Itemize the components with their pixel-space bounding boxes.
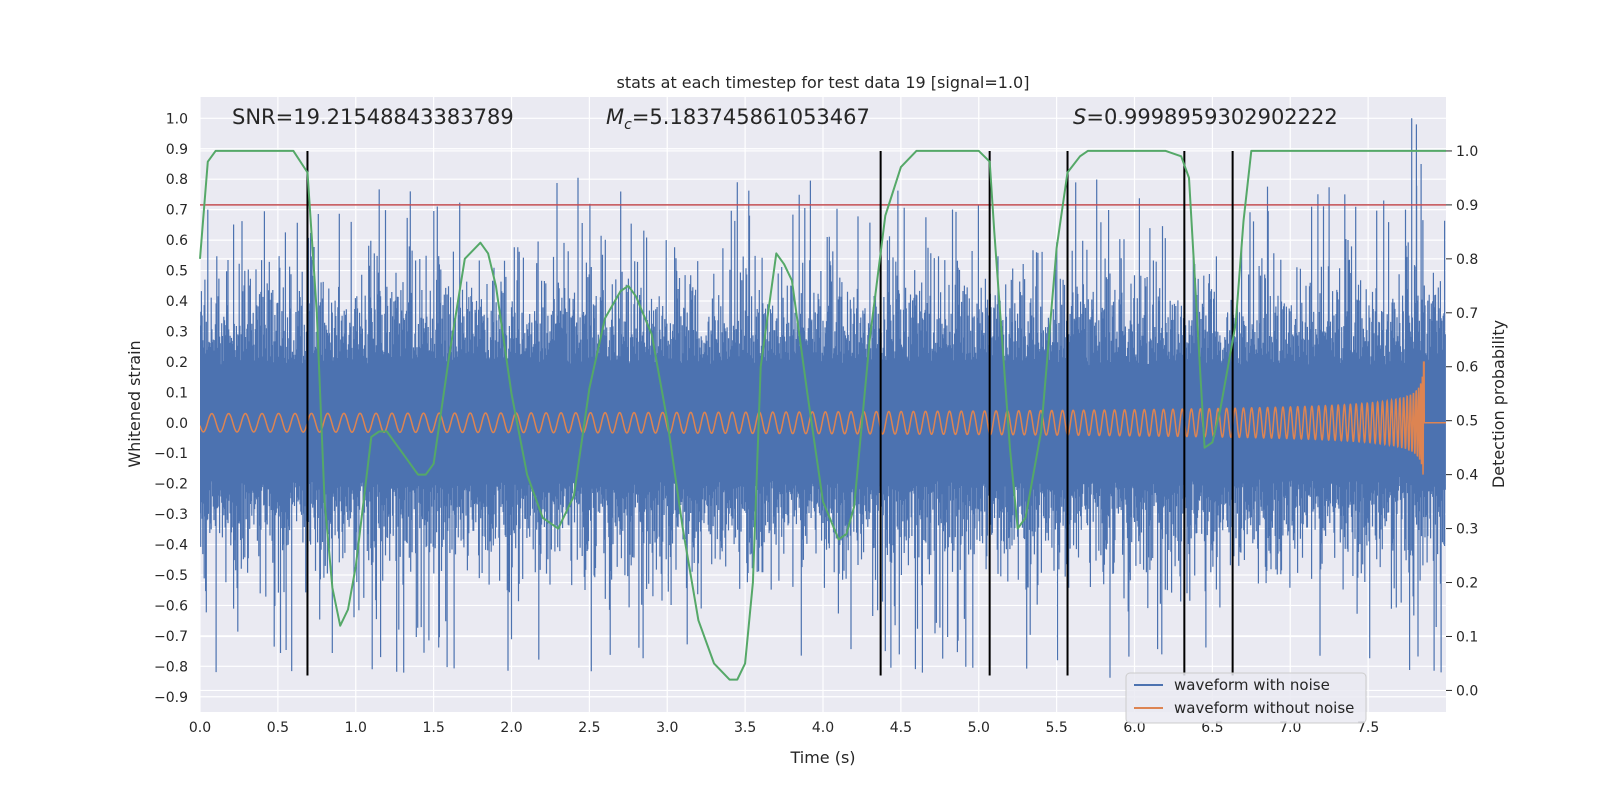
y2-tick-label: 0.9 [1456,198,1478,214]
y-tick-label: −0.3 [154,507,188,523]
y-tick-label: 0.7 [166,203,188,219]
y2-tick-label: 0.3 [1456,522,1478,538]
legend-label-clean: waveform without noise [1174,699,1354,717]
event-markers [306,150,1234,676]
legend: waveform with noise waveform without noi… [1125,672,1367,724]
chirp-mass-annotation: Mc=5.183745861053467 [606,105,870,133]
y-tick-label: 0.4 [166,294,188,310]
x-tick-label: 7.0 [1279,720,1301,736]
y-tick-label: 0.2 [166,355,188,371]
noisy-waveform-path [200,118,1446,678]
y-tick-label: −0.8 [154,659,188,675]
x-tick-label: 1.5 [422,720,444,736]
x-tick-label: 6.5 [1201,720,1223,736]
y-axis-label: Whitened strain [125,340,144,467]
clean-waveform-path [200,361,1446,475]
y-tick-label: −0.6 [154,598,188,614]
y-tick-label: 0.1 [166,385,188,401]
x-tick-label: 0.0 [189,720,211,736]
y2-axis-label: Detection probability [1489,320,1508,488]
noisy-waveform-line [200,118,1446,678]
y-tick-label: −0.5 [154,568,188,584]
y2-tick-label: 0.2 [1456,576,1478,592]
y-tick-label: −0.7 [154,629,188,645]
y-tick-label: −0.9 [154,690,188,706]
y-tick-label: 1.0 [166,111,188,127]
y2-tick-label: 0.4 [1456,468,1478,484]
clean-waveform-line [200,361,1446,475]
y2-tick-label: 0.1 [1456,629,1478,645]
x-tick-label: 0.5 [267,720,289,736]
detection-probability-line [199,149,1446,681]
x-tick-label: 4.0 [812,720,834,736]
y2-tick-label: 0.0 [1456,683,1478,699]
y-tick-label: 0.6 [166,233,188,249]
y2-tick-label: 0.8 [1456,252,1478,268]
x-tick-label: 5.5 [1045,720,1067,736]
y2-tick-label: 1.0 [1456,144,1478,160]
y-tick-label: 0.0 [166,416,188,432]
y2-tick-label: 0.7 [1456,306,1478,322]
x-tick-label: 3.5 [734,720,756,736]
x-tick-label: 2.0 [500,720,522,736]
y-tick-label: −0.4 [154,538,188,554]
x-tick-label: 5.0 [968,720,990,736]
detection-probability-path [199,149,1446,681]
x-tick-label: 3.0 [656,720,678,736]
y-tick-label: −0.1 [154,446,188,462]
y-axis-left: 1.0 0.9 0.8 0.7 0.6 0.5 0.4 0.3 0.2 0.1 0.0 −0.1 −0.… [154,111,188,705]
y-tick-label: 0.3 [166,324,188,340]
x-tick-label: 7.5 [1357,720,1379,736]
snr-annotation: SNR=19.21548843383789 [232,105,514,129]
y-tick-label: 0.9 [166,142,188,158]
significance-annotation: S=0.9998959302902222 [1073,105,1338,129]
x-axis-label: Time (s) [789,748,855,767]
x-axis: 0.0 0.5 1.0 1.5 2.0 2.5 3.0 3.5 4.0 4.5 5.0 5.5 6.0 6… [189,720,1379,736]
x-tick-label: 2.5 [578,720,600,736]
y-axis-right: 1.0 0.9 0.8 0.7 0.6 0.5 0.4 0.3 0.2 0.1 0.0 [1446,144,1478,699]
legend-box [1125,672,1367,724]
y-tick-label: 0.8 [166,172,188,188]
x-tick-label: 1.0 [345,720,367,736]
y2-tick-label: 0.6 [1456,360,1478,376]
y2-tick-label: 0.5 [1456,414,1478,430]
y-tick-label: 0.5 [166,264,188,280]
legend-label-noisy: waveform with noise [1174,676,1330,694]
x-tick-label: 6.0 [1123,720,1145,736]
y-tick-label: −0.2 [154,477,188,493]
x-tick-label: 4.5 [890,720,912,736]
chart-title: stats at each timestep for test data 19 … [617,73,1030,92]
